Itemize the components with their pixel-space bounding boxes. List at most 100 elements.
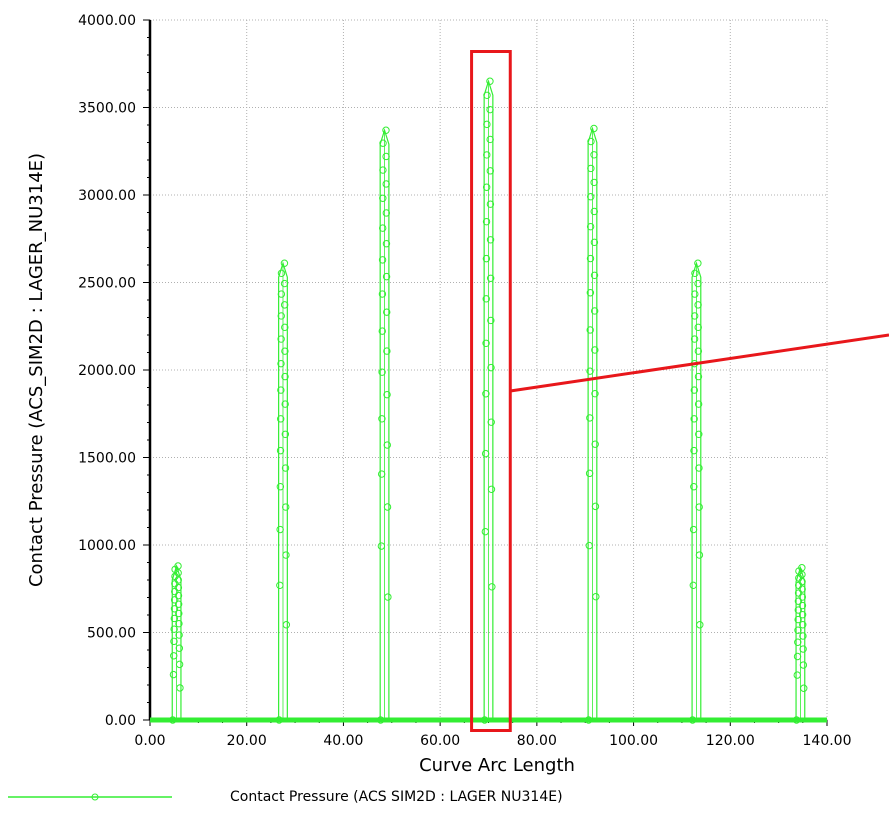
peak-marker (282, 621, 291, 629)
peak-marker (483, 151, 491, 159)
peak-marker (170, 605, 179, 613)
peak-marker (587, 137, 595, 146)
peak-marker (695, 464, 703, 472)
peak-marker (590, 307, 599, 315)
peak-marker (277, 386, 285, 394)
peak-marker (174, 600, 183, 608)
peak-marker (487, 418, 495, 426)
peak-marker (690, 415, 698, 423)
peak-marker (592, 592, 600, 601)
legend-marker (91, 793, 99, 801)
y-tick-label: 1000.00 (78, 538, 136, 554)
peak-marker (383, 441, 391, 449)
peak-marker (800, 684, 808, 692)
peak-marker (486, 167, 494, 175)
peak-marker (486, 77, 494, 85)
peak-marker (170, 637, 178, 646)
peak-marker (170, 652, 178, 660)
y-axis-title: Contact Pressure (ACS_SIM2D : LAGER_NU31… (26, 153, 47, 587)
peak-marker (482, 217, 491, 226)
peak-marker (379, 194, 387, 202)
peak-marker (175, 660, 184, 669)
peak-marker (481, 527, 490, 536)
peak-marker (377, 542, 386, 550)
peak-marker (486, 200, 495, 208)
peak-marker (487, 363, 495, 372)
axes (143, 19, 828, 726)
x-tick-label: 20.00 (227, 733, 267, 749)
peak-marker (482, 295, 490, 303)
peak-marker (481, 449, 490, 458)
peak-marker (483, 91, 491, 99)
peak-marker (696, 621, 704, 629)
x-axis-title: Curve Arc Length (419, 755, 575, 776)
peak-marker (282, 503, 290, 511)
peak-marker (379, 139, 387, 147)
peak-marker (587, 164, 595, 173)
peak-marker (794, 638, 802, 646)
peak-marker (175, 609, 183, 618)
peak-marker (482, 390, 490, 398)
peak-marker (486, 135, 494, 144)
peak-marker (586, 326, 594, 334)
y-tick-label: 3500.00 (78, 101, 136, 117)
peak (688, 259, 704, 724)
x-tick-label: 60.00 (420, 733, 460, 749)
peak-marker (690, 483, 698, 491)
peak-marker (277, 269, 286, 277)
peak-marker (382, 180, 390, 188)
peak-marker (586, 254, 595, 263)
peak-marker (695, 503, 703, 511)
peak-marker (691, 269, 699, 277)
peak-marker (483, 120, 491, 129)
peak-marker (276, 483, 285, 491)
peak-marker (383, 503, 392, 511)
peak-marker (690, 446, 698, 455)
peak-marker (384, 593, 392, 601)
highlight-pointer-line (510, 333, 889, 393)
peak-marker (169, 670, 178, 679)
y-tick-label: 500.00 (87, 626, 136, 642)
peak-marker (799, 645, 807, 653)
y-tick-label: 0.00 (105, 713, 136, 729)
peak-marker (486, 105, 494, 114)
peak-marker (176, 684, 184, 692)
peak-marker (174, 591, 183, 600)
peak-marker (275, 716, 283, 724)
peak-marker (277, 415, 285, 423)
peak-marker (382, 240, 391, 248)
peak-marker (280, 301, 289, 309)
peak-marker (487, 485, 496, 494)
peak (584, 124, 600, 724)
peak-marker (276, 525, 284, 534)
peak-marker (281, 323, 289, 332)
peak (480, 77, 496, 724)
peak-marker (174, 562, 182, 570)
peak-marker (281, 400, 289, 408)
peak-marker (383, 308, 391, 316)
peak-marker (591, 389, 599, 398)
peak-marker (590, 271, 599, 280)
peak-marker (171, 587, 179, 596)
peak-marker (383, 347, 391, 355)
peak-marker (482, 339, 490, 347)
peak-marker (487, 316, 495, 325)
peak-marker (794, 589, 803, 597)
peak-marker (591, 346, 599, 354)
peak-marker (488, 583, 496, 591)
peak-marker (280, 259, 289, 267)
annotation-layer (470, 50, 889, 732)
peak-marker (793, 652, 802, 661)
peak-marker (694, 301, 702, 309)
peak-marker (798, 601, 807, 610)
peak (376, 126, 392, 724)
peak-marker (799, 632, 807, 640)
peak-marker (586, 289, 595, 297)
peak-marker (695, 551, 704, 559)
peak-marker (586, 414, 594, 422)
peak-marker (486, 236, 495, 244)
peak-marker (378, 415, 386, 423)
peak-marker (170, 625, 178, 633)
peak-marker (482, 183, 491, 191)
peak-marker (590, 238, 599, 247)
